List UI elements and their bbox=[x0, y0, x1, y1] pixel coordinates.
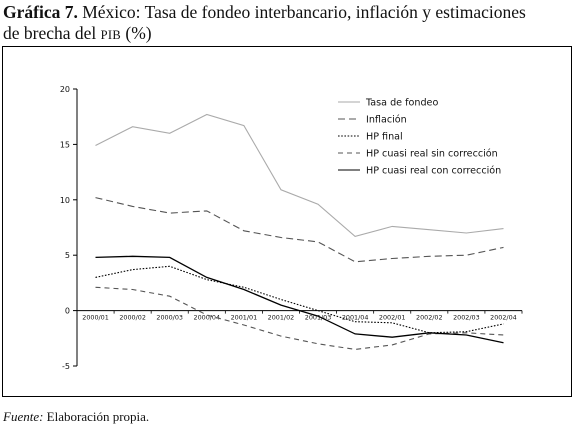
x-tick-label: 2000/02 bbox=[119, 314, 146, 322]
source-note: Fuente: Elaboración propia. bbox=[3, 409, 149, 425]
series-line-3 bbox=[95, 265, 504, 334]
x-tick-label: 2001/04 bbox=[342, 314, 369, 322]
x-tick-label: 2000/03 bbox=[156, 314, 183, 322]
x-tick-label: 2002/02 bbox=[416, 314, 443, 322]
legend-label-3: HP final bbox=[366, 132, 403, 143]
series-line-2 bbox=[95, 197, 504, 263]
chart-title-line1: México: Tasa de fondeo interbancario, in… bbox=[77, 2, 526, 22]
y-tick-label: 10 bbox=[60, 196, 70, 205]
y-tick-label: -5 bbox=[62, 362, 70, 371]
chart-title: Gráfica 7. México: Tasa de fondeo interb… bbox=[3, 2, 573, 46]
x-tick-label: 2000/01 bbox=[82, 314, 109, 322]
y-tick-label: 20 bbox=[60, 85, 70, 94]
chart-title-prefix: Gráfica 7. bbox=[3, 2, 78, 22]
series-line-1 bbox=[95, 113, 504, 238]
legend-label-4: HP cuasi real sin corrección bbox=[366, 148, 498, 160]
x-tick-label: 2001/02 bbox=[268, 314, 295, 322]
y-tick-label: 15 bbox=[60, 140, 70, 149]
x-tick-label: 2001/03 bbox=[305, 314, 332, 322]
x-tick-label: 2001/01 bbox=[231, 314, 258, 322]
chart-frame bbox=[2, 46, 572, 397]
source-text: Elaboración propia. bbox=[43, 409, 150, 424]
chart-title-line2a: de brecha del bbox=[3, 23, 101, 43]
y-tick-label: 0 bbox=[65, 307, 70, 316]
legend-label-2: Inflación bbox=[366, 114, 407, 126]
x-tick-label: 2002/01 bbox=[379, 314, 406, 322]
chart-title-pib: PIB bbox=[100, 28, 122, 42]
x-tick-label: 2002/03 bbox=[453, 314, 480, 322]
source-label: Fuente: bbox=[3, 409, 44, 424]
legend-label-5: HP cuasi real con corrección bbox=[366, 165, 501, 177]
x-tick-label: 2000/04 bbox=[194, 314, 221, 322]
chart-title-line2b: (%) bbox=[121, 23, 152, 43]
series-line-5 bbox=[95, 255, 504, 344]
legend-label-1: Tasa de fondeo bbox=[365, 98, 438, 109]
x-tick-label: 2002/04 bbox=[490, 314, 517, 322]
y-tick-label: 5 bbox=[65, 251, 70, 260]
